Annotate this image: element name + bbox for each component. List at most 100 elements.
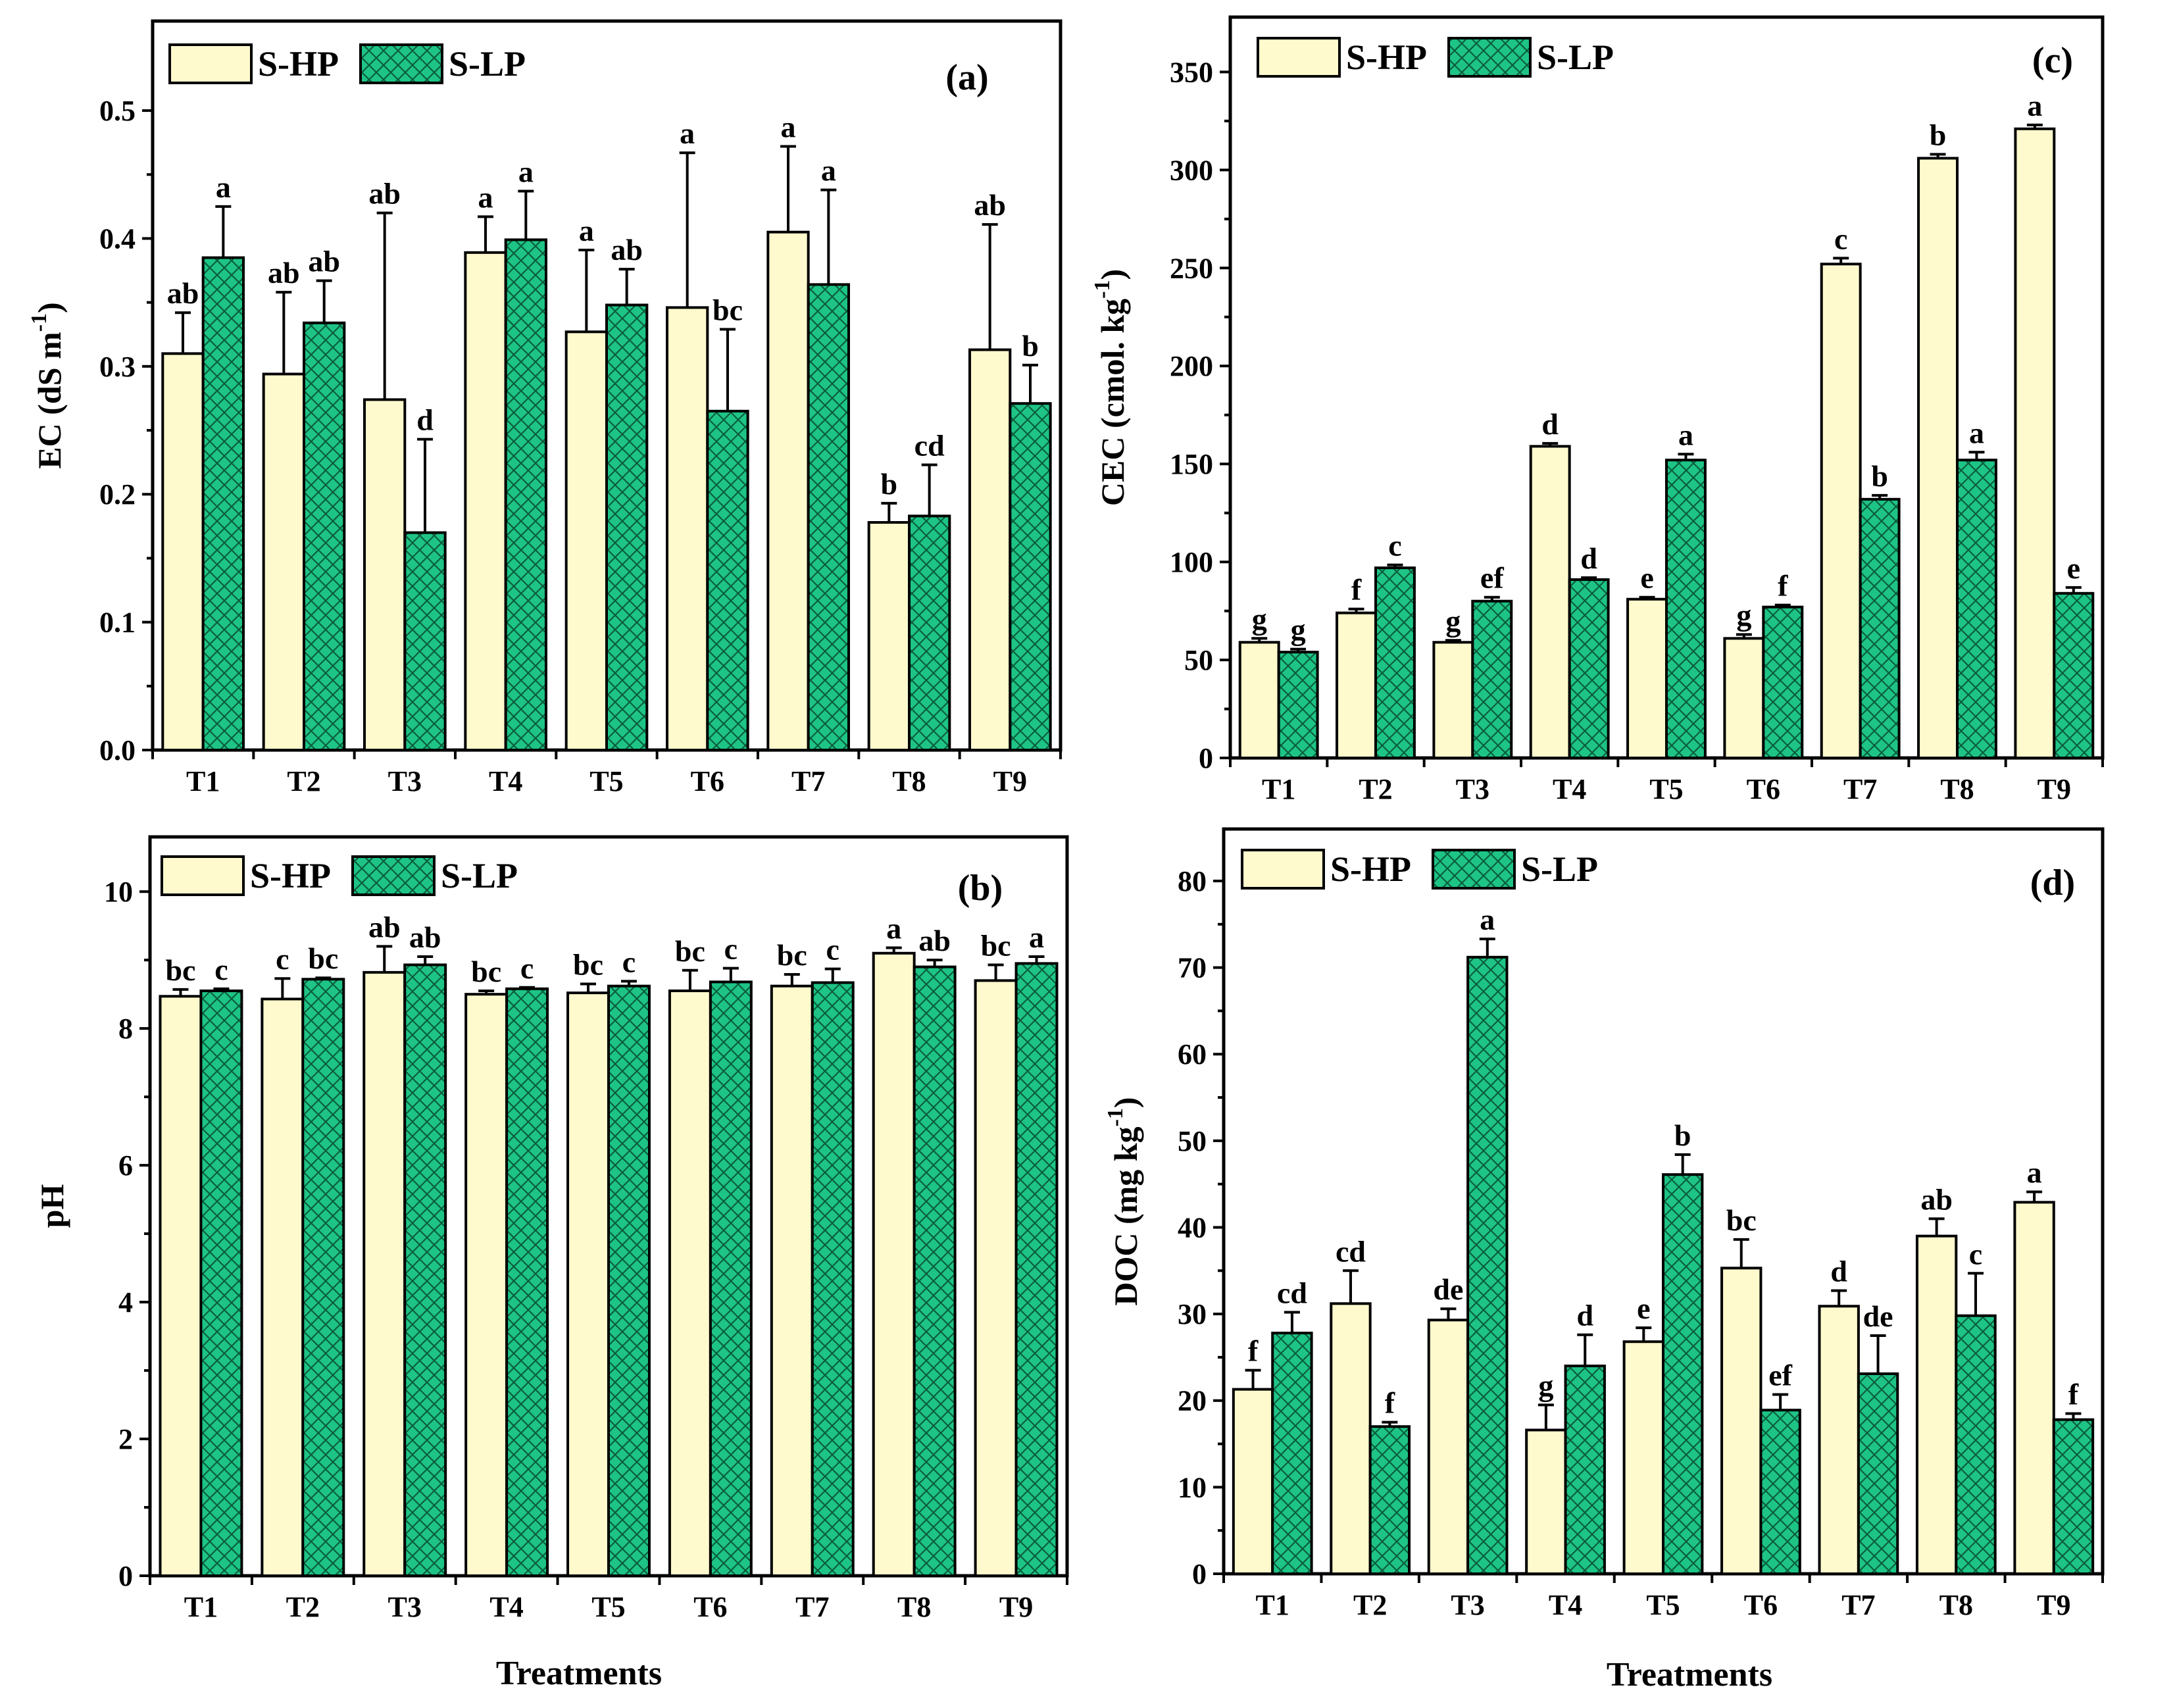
- panel-d-xtick-label-T9: T9: [2037, 1589, 2070, 1621]
- panel-a-bar-shp-T7: [766, 230, 810, 752]
- panel-a-sig-letter: ab: [611, 233, 643, 266]
- panel-b-xtick-label-T2: T2: [286, 1591, 320, 1623]
- panel-d-sig-letter: c: [1969, 1237, 1982, 1270]
- panel-c-bar-shp-T3: [1432, 641, 1474, 759]
- panel-d-sig-letter: cd: [1277, 1276, 1307, 1309]
- panel-a-sig-letter: b: [1022, 329, 1039, 363]
- panel-b-ytick-label: 2: [118, 1423, 133, 1455]
- panel-c-bar-slp-T1: [1277, 651, 1319, 760]
- panel-a-sig-letter: a: [680, 116, 695, 150]
- panel-c-ytick-label: 50: [1184, 644, 1213, 676]
- panel-b-legend-label-shp: S-HP: [250, 856, 331, 895]
- panel-d-sig-letter: d: [1576, 1299, 1593, 1332]
- panel-a: 0.00.10.20.30.40.5T1 T2 T3 T4 T5 T6 T7 T8 T9abab…: [27, 19, 1062, 797]
- panel-b-sig-letter: ab: [918, 924, 951, 957]
- panel-b-sig-letter: bc: [471, 955, 501, 988]
- panel-b-xtick-label-T9: T9: [999, 1591, 1033, 1623]
- panel-c-xtick-label-T1: T1: [1262, 773, 1295, 805]
- panel-a-xtick-label-T4: T4: [489, 765, 522, 797]
- panel-d-legend-swatch-shp: [1241, 849, 1325, 890]
- panel-b-legend-swatch-slp: [351, 855, 436, 896]
- panel-c-sig-letter: c: [1834, 222, 1847, 255]
- panel-c-sig-letter: c: [1388, 529, 1401, 563]
- panel-b-sig-letter: bc: [675, 934, 705, 968]
- panel-a-bar-slp-T5: [605, 303, 649, 751]
- panel-c-xtick-label-T9: T9: [2038, 773, 2071, 805]
- panel-b-label: (b): [958, 868, 1003, 909]
- panel-a-legend-swatch-shp: [168, 43, 253, 84]
- panel-c-legend: S-HP S-LP: [1257, 37, 1614, 78]
- panel-d-ytick-label: 70: [1178, 952, 1207, 984]
- panel-c-sig-letter: g: [1445, 604, 1461, 638]
- panel-c-ytick-label: 350: [1170, 56, 1213, 88]
- panel-d-sig-letter: e: [1637, 1292, 1650, 1325]
- panel-b-bar-shp-T6: [668, 989, 712, 1578]
- panel-c-sig-letter: g: [1736, 598, 1751, 632]
- panel-d-bar-shp-T1: [1232, 1388, 1274, 1575]
- panel-b-sig-letter: c: [826, 933, 839, 967]
- panel-d-legend-label-slp: S-LP: [1521, 849, 1598, 889]
- panel-a-bar-shp-T9: [968, 348, 1012, 751]
- x-axis-title-left: Treatments: [496, 1655, 662, 1692]
- panel-c-bar-shp-T8: [1917, 157, 1959, 759]
- panel-c-bar-shp-T4: [1529, 445, 1571, 759]
- panel-b-bar-shp-T1: [159, 995, 203, 1577]
- panel-a-bar-slp-T3: [403, 531, 447, 752]
- panel-b-sig-letter: a: [1029, 920, 1044, 954]
- panel-b-bar-slp-T9: [1014, 962, 1059, 1577]
- panel-c-sig-letter: b: [1871, 459, 1888, 493]
- panel-c-sig-letter: d: [1580, 541, 1597, 575]
- panel-c-bar-slp-T4: [1568, 578, 1610, 759]
- panel-a-xtick-label-T9: T9: [993, 765, 1027, 797]
- panel-c-ytick-label: 0: [1199, 742, 1213, 774]
- panel-c-sig-letter: e: [1640, 561, 1653, 595]
- panel-b-sig-letter: c: [724, 932, 738, 966]
- panel-a-ytick-label: 0.2: [99, 478, 136, 511]
- panel-a-bar-shp-T2: [262, 372, 305, 751]
- panel-c-ytick-label: 250: [1170, 252, 1213, 284]
- panel-a-sig-letter: ab: [308, 245, 340, 278]
- panel-d-ytick-label: 20: [1178, 1385, 1207, 1417]
- panel-b-legend-label-slp: S-LP: [441, 856, 518, 895]
- panel-d-bar-shp-T8: [1915, 1234, 1958, 1575]
- panel-d-bar-slp-T8: [1955, 1314, 1997, 1575]
- panel-c-bar-slp-T7: [1859, 497, 1901, 759]
- panel-d-bar-slp-T9: [2052, 1418, 2095, 1576]
- panel-d-legend: S-HP S-LP: [1241, 849, 1598, 890]
- panel-a-sig-letter: a: [579, 214, 594, 247]
- panel-c-sig-letter: a: [2027, 89, 2042, 122]
- panel-c-ytick-label: 200: [1170, 350, 1213, 382]
- panel-b-bar-slp-T2: [301, 978, 345, 1577]
- panel-c-sig-letter: e: [2067, 551, 2080, 585]
- panel-c-bar-shp-T7: [1820, 263, 1862, 760]
- panel-c-legend-label-shp: S-HP: [1346, 38, 1427, 77]
- panel-b-bar-shp-T3: [362, 970, 407, 1577]
- panel-d-sig-letter: f: [2068, 1377, 2079, 1411]
- panel-d-sig-letter: g: [1538, 1369, 1553, 1402]
- panel-a-xtick-label-T7: T7: [791, 765, 825, 797]
- panel-d-bar-shp-T5: [1622, 1340, 1665, 1575]
- panel-b-sig-letter: bc: [165, 953, 195, 987]
- panel-c-sig-letter: d: [1541, 407, 1559, 441]
- panel-d-sig-letter: b: [1674, 1118, 1691, 1152]
- panel-a-ytick-label: 0.3: [99, 351, 136, 383]
- panel-b-ytick-label: 4: [118, 1286, 133, 1319]
- panel-a-bar-shp-T6: [666, 306, 709, 751]
- panel-d-sig-letter: de: [1433, 1272, 1463, 1306]
- panel-a-sig-letter: ab: [268, 256, 300, 289]
- panel-a-xtick-label-T6: T6: [691, 765, 724, 797]
- panel-d-xtick-label-T7: T7: [1841, 1589, 1875, 1621]
- panel-a-sig-letter: ab: [167, 276, 199, 310]
- panel-c-bar-shp-T6: [1723, 637, 1765, 760]
- panel-a-bar-slp-T2: [303, 321, 346, 752]
- panel-b-sig-letter: ab: [368, 910, 401, 943]
- panel-a-sig-letter: a: [821, 154, 836, 188]
- panel-d-sig-letter: a: [2027, 1156, 2042, 1190]
- panel-b-xtick-label-T3: T3: [388, 1591, 422, 1623]
- panel-b-bar-shp-T9: [974, 979, 1018, 1577]
- panel-a-ytick-label: 0.1: [99, 607, 136, 639]
- panel-b-sig-letter: c: [622, 945, 636, 978]
- panel-c-legend-label-slp: S-LP: [1537, 38, 1614, 77]
- panel-d-sig-letter: a: [1480, 903, 1495, 936]
